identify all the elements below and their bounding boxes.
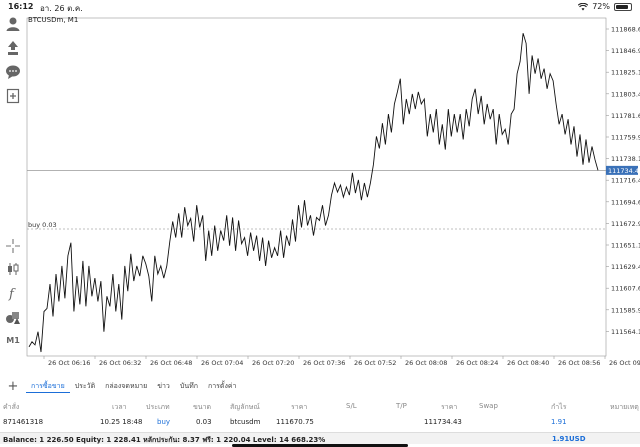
balance-text: Balance: 1 226.50 Equity: 1 228.41 หลักป…	[3, 436, 326, 444]
total-profit: 1.91	[552, 435, 570, 443]
current-price-label: 111734.43	[608, 167, 640, 175]
y-tick-label: 111781.65	[611, 112, 640, 120]
y-tick-label: 111738.15	[611, 155, 640, 163]
tab-4[interactable]: บันทึก	[179, 382, 198, 390]
objects-icon[interactable]	[5, 309, 21, 325]
x-tick-label: 26 Oct 08:24	[456, 359, 498, 367]
battery-percent: 72%	[592, 2, 610, 11]
status-bar: 16:12 อา. 26 ต.ค. 72%	[0, 0, 640, 14]
column-header: T/P	[396, 402, 407, 410]
y-tick-label: 111607.65	[611, 285, 640, 293]
y-tick-label: 111629.40	[611, 263, 640, 271]
account-icon[interactable]	[5, 16, 21, 32]
x-tick-label: 26 Oct 07:52	[354, 359, 396, 367]
battery-icon	[614, 2, 632, 11]
currency-label: USD	[569, 435, 586, 443]
balance-row: Balance: 1 226.50 Equity: 1 228.41 หลักป…	[0, 432, 640, 444]
x-tick-label: 26 Oct 08:40	[507, 359, 549, 367]
column-header: เวลา	[112, 403, 127, 411]
crosshair-icon[interactable]	[5, 238, 21, 254]
x-tick-label: 26 Oct 06:48	[150, 359, 192, 367]
chart-canvas: 111868.6 111846.90 111825.15 111803.40 11178…	[26, 17, 640, 367]
svg-text:f: f	[8, 287, 16, 301]
tab-1[interactable]: ประวัติ	[74, 382, 96, 390]
price-series-line	[28, 33, 599, 353]
column-header: ราคา	[291, 403, 308, 411]
column-header: S/L	[346, 402, 357, 410]
column-header: Swap	[479, 402, 498, 410]
tab-3[interactable]: ข่าว	[157, 382, 170, 390]
current-price-tag	[606, 165, 638, 175]
add-icon[interactable]: +	[7, 379, 19, 394]
status-date: อา. 26 ต.ค.	[40, 4, 83, 13]
y-tick-label: 111564.15	[611, 328, 640, 336]
status-right: 72%	[578, 2, 632, 11]
x-tick-label: 26 Oct 07:04	[201, 359, 243, 367]
column-header: ประเภท	[146, 403, 170, 411]
x-tick-label: 26 Oct 06:16	[48, 359, 90, 367]
x-tick-label: 26 Oct 08:08	[405, 359, 447, 367]
column-header: กำไร	[551, 403, 567, 411]
buy-level-label: buy 0.03	[28, 221, 57, 229]
y-tick-label: 111825.15	[611, 69, 640, 77]
y-tick-label: 111585.90	[611, 306, 640, 314]
timeframe-button[interactable]: M1	[6, 335, 20, 345]
table-cell: 111734.43	[424, 418, 462, 426]
table-cell: 0.03	[196, 418, 212, 426]
tab-5[interactable]: การตั้งค่า	[207, 382, 237, 390]
x-tick-label: 26 Oct 07:20	[252, 359, 294, 367]
indicators-icon[interactable]: f	[5, 285, 21, 301]
x-tick-label: 26 Oct 07:36	[303, 359, 345, 367]
column-header: หมายเหตุ	[610, 403, 639, 411]
battery-fill	[616, 4, 628, 9]
y-tick-label: 111694.65	[611, 198, 640, 206]
table-cell: btcusdm	[230, 418, 261, 426]
price-chart[interactable]: 111868.6 111846.90 111825.15 111803.40 11178…	[26, 14, 640, 374]
new-order-icon[interactable]	[5, 88, 21, 104]
table-cell: 10.25 18:48	[100, 418, 143, 426]
column-header: ราคา	[441, 403, 458, 411]
x-tick-label: 26 Oct 09:12	[609, 359, 640, 367]
column-header: ขนาด	[193, 403, 212, 411]
plot-frame	[26, 17, 607, 357]
y-tick-label: 111716.40	[611, 177, 640, 185]
toolbox-tabs: + การซื้อขาย ประวัติ กล่องจดหมาย ข่าว บันทึก…	[0, 380, 640, 394]
tab-2[interactable]: กล่องจดหมาย	[105, 382, 148, 390]
table-cell: 871461318	[3, 418, 44, 426]
home-indicator	[232, 444, 408, 447]
x-tick-label: 26 Oct 08:56	[558, 359, 600, 367]
y-tick-label: 111672.90	[611, 220, 640, 228]
y-tick-label: 111759.90	[611, 134, 640, 142]
wifi-icon	[578, 2, 589, 10]
column-header: สัญลักษณ์	[230, 403, 260, 411]
y-tick-label: 111846.90	[611, 47, 640, 55]
chart-title: BTCUSDm, M1	[28, 16, 79, 24]
y-tick-label: 111803.40	[611, 90, 640, 98]
tab-0[interactable]: การซื้อขาย	[26, 381, 70, 393]
y-tick-label: 111868.6	[611, 26, 640, 34]
table-cell: 1.91	[551, 418, 567, 426]
y-tick-label: 111651.15	[611, 242, 640, 250]
left-toolbar: f M1	[0, 14, 26, 374]
trade-arrows-icon[interactable]	[5, 40, 21, 56]
table-cell: 111670.75	[276, 418, 314, 426]
status-time: 16:12	[8, 2, 34, 11]
tabs-container: การซื้อขาย ประวัติ กล่องจดหมาย ข่าว บันทึก กา…	[26, 381, 241, 393]
table-cell: buy	[157, 418, 171, 426]
chart-type-icon[interactable]	[5, 261, 21, 277]
column-header: คำสั่ง	[3, 403, 20, 411]
chat-icon[interactable]	[5, 64, 21, 80]
x-tick-label: 26 Oct 06:32	[99, 359, 141, 367]
